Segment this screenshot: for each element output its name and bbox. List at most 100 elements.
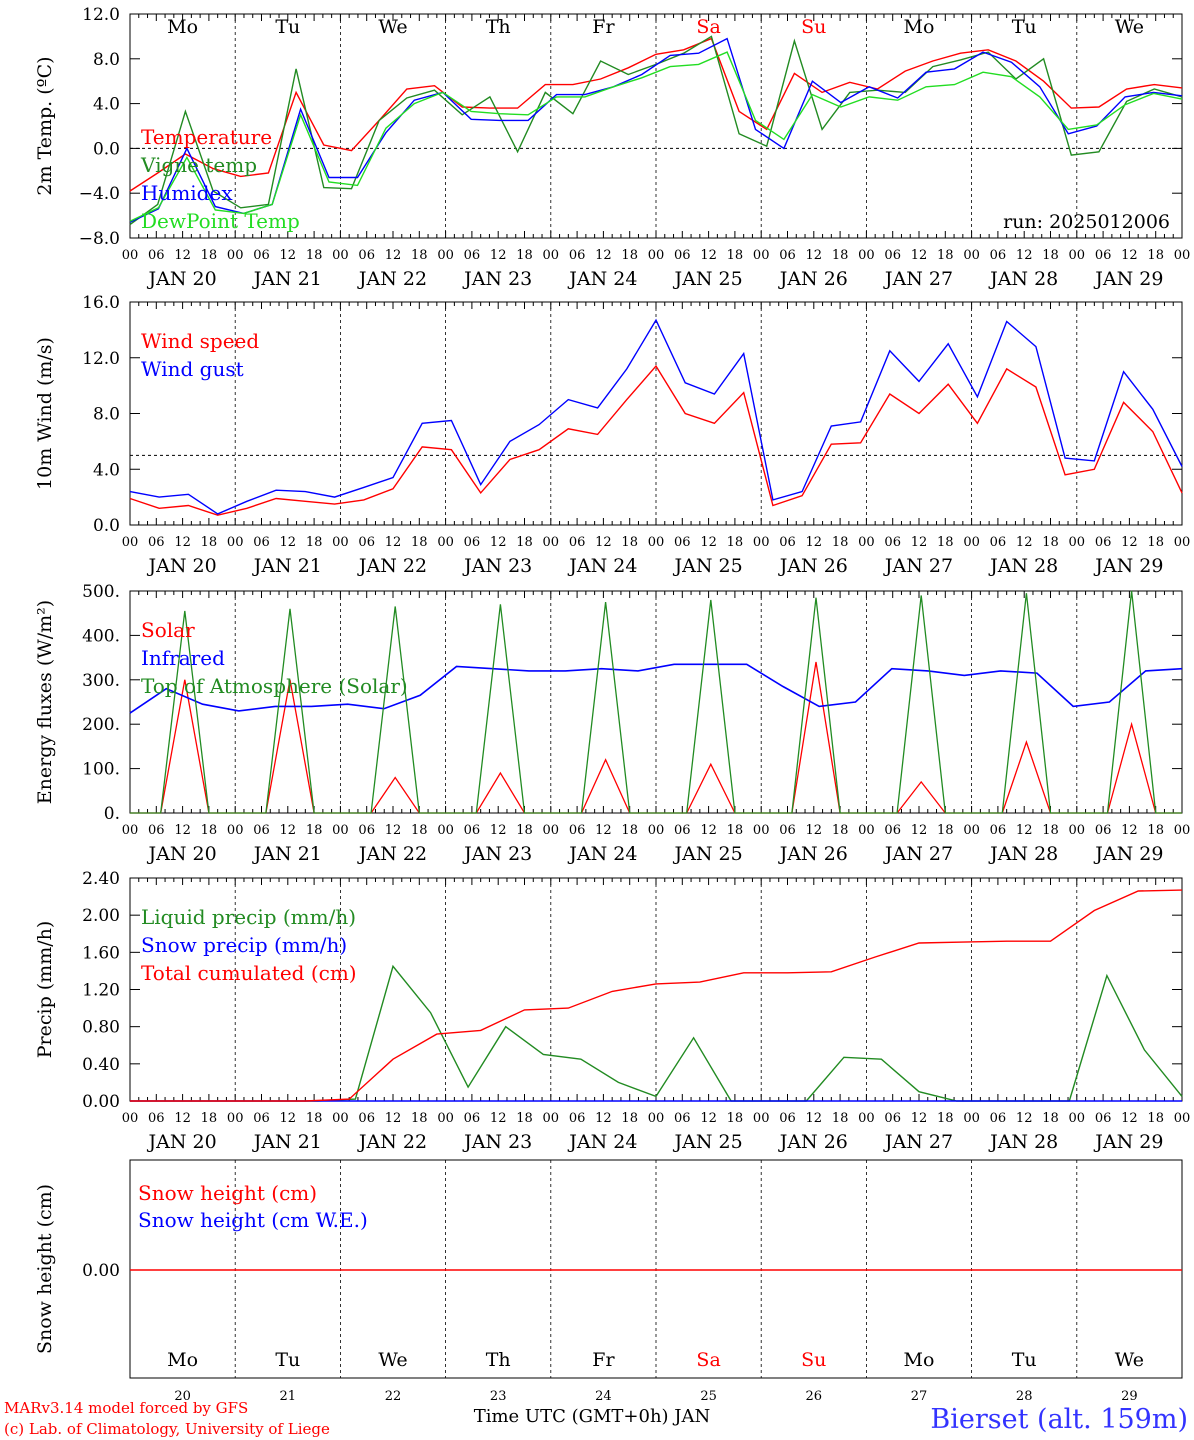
hour-tick-label: 00 — [648, 248, 665, 263]
hour-tick-label: 12 — [1016, 1111, 1033, 1126]
hour-tick-label: 00 — [437, 535, 454, 550]
day-number-label: 26 — [806, 1389, 823, 1404]
date-label: JAN 28 — [988, 268, 1058, 290]
hour-tick-label: 12 — [595, 1111, 612, 1126]
date-label: JAN 23 — [462, 555, 532, 577]
hour-tick-label: 00 — [1174, 248, 1191, 263]
run-label: run: 2025012006 — [1003, 211, 1170, 233]
date-label: JAN 21 — [252, 1131, 322, 1153]
hour-tick-label: 06 — [674, 248, 691, 263]
hour-tick-label: 00 — [122, 823, 139, 838]
weekday-label: Sa — [696, 1349, 720, 1371]
hour-tick-label: 18 — [1042, 1111, 1059, 1126]
date-label: JAN 26 — [778, 268, 848, 290]
time-axis-title: Time UTC (GMT+0h) JAN — [474, 1406, 711, 1427]
hour-tick-label: 18 — [621, 248, 638, 263]
hour-tick-label: 06 — [884, 823, 901, 838]
hour-tick-label: 18 — [516, 248, 533, 263]
date-label: JAN 25 — [673, 555, 743, 577]
day-number-label: 24 — [595, 1389, 612, 1404]
legend-blue: Wind gust — [141, 357, 244, 381]
weekday-label: Sa — [696, 16, 720, 38]
y-tick-label: −4.0 — [79, 184, 120, 204]
hour-tick-label: 00 — [1069, 823, 1086, 838]
hour-tick-label: 06 — [253, 823, 270, 838]
hour-tick-label: 18 — [621, 1111, 638, 1126]
hour-tick-label: 00 — [227, 535, 244, 550]
hour-tick-label: 12 — [700, 248, 717, 263]
hour-tick-label: 12 — [1121, 1111, 1138, 1126]
y-tick-label: 8.0 — [93, 50, 120, 70]
date-label: JAN 22 — [357, 843, 427, 865]
hour-tick-label: 18 — [306, 535, 323, 550]
hour-tick-label: 06 — [358, 1111, 375, 1126]
hour-tick-label: 06 — [464, 248, 481, 263]
date-label: JAN 26 — [778, 1131, 848, 1153]
hour-tick-label: 00 — [437, 248, 454, 263]
date-label: JAN 22 — [357, 555, 427, 577]
hour-tick-label: 06 — [464, 1111, 481, 1126]
date-label: JAN 20 — [147, 268, 217, 290]
y-tick-label: 100. — [82, 760, 120, 780]
hour-tick-label: 18 — [516, 823, 533, 838]
hour-tick-label: 18 — [516, 1111, 533, 1126]
y-axis-label: Precip (mm/h) — [34, 921, 56, 1059]
date-label: JAN 20 — [147, 1131, 217, 1153]
hour-tick-label: 12 — [174, 248, 191, 263]
hour-tick-label: 12 — [385, 823, 402, 838]
hour-tick-label: 06 — [1095, 248, 1112, 263]
date-label: JAN 27 — [883, 1131, 953, 1153]
hour-tick-label: 00 — [332, 535, 349, 550]
hour-tick-label: 00 — [648, 1111, 665, 1126]
legend-green: Vigne temp — [140, 153, 257, 177]
hour-tick-label: 00 — [227, 1111, 244, 1126]
day-number-label: 27 — [911, 1389, 928, 1404]
hour-tick-label: 06 — [884, 535, 901, 550]
hour-tick-label: 18 — [201, 823, 218, 838]
hour-tick-label: 06 — [779, 823, 796, 838]
day-number-label: 21 — [280, 1389, 297, 1404]
legend-blue: Infrared — [141, 646, 225, 670]
hour-tick-label: 18 — [411, 535, 428, 550]
date-label: JAN 29 — [1093, 555, 1163, 577]
weekday-label: Su — [801, 16, 826, 38]
hour-tick-label: 00 — [648, 823, 665, 838]
hour-tick-label: 06 — [1095, 823, 1112, 838]
hour-tick-label: 06 — [674, 535, 691, 550]
hour-tick-label: 06 — [569, 823, 586, 838]
hour-tick-label: 18 — [411, 823, 428, 838]
y-tick-label: 16.0 — [82, 293, 120, 313]
hour-tick-label: 18 — [306, 248, 323, 263]
panel-wind: 00 06 12 18 JAN 20 00 06 12 18 JAN 21 00 06 12 18 JAN … — [34, 293, 1190, 577]
legend-red: Total cumulated (cm) — [141, 961, 357, 985]
hour-tick-label: 12 — [174, 535, 191, 550]
hour-tick-label: 18 — [1042, 823, 1059, 838]
y-tick-label: 0.00 — [82, 1261, 120, 1281]
hour-tick-label: 06 — [779, 248, 796, 263]
hour-tick-label: 00 — [753, 535, 770, 550]
weekday-label: Mo — [904, 16, 935, 38]
hour-tick-label: 06 — [990, 1111, 1007, 1126]
hour-tick-label: 12 — [490, 1111, 507, 1126]
hour-tick-label: 12 — [490, 535, 507, 550]
hour-tick-label: 12 — [700, 1111, 717, 1126]
hour-tick-label: 00 — [543, 535, 560, 550]
hour-tick-label: 18 — [621, 535, 638, 550]
day-number-label: 20 — [174, 1389, 191, 1404]
hour-tick-label: 06 — [779, 1111, 796, 1126]
hour-tick-label: 00 — [227, 248, 244, 263]
date-label: JAN 24 — [567, 1131, 637, 1153]
y-axis-label: Energy fluxes (W/m²) — [34, 600, 56, 804]
hour-tick-label: 00 — [227, 823, 244, 838]
hour-tick-label: 18 — [937, 535, 954, 550]
hour-tick-label: 12 — [1016, 823, 1033, 838]
hour-tick-label: 12 — [1121, 248, 1138, 263]
series-red — [129, 37, 1183, 192]
date-label: JAN 22 — [357, 268, 427, 290]
hour-tick-label: 00 — [963, 248, 980, 263]
hour-tick-label: 06 — [253, 1111, 270, 1126]
hour-tick-label: 12 — [280, 535, 297, 550]
date-label: JAN 26 — [778, 555, 848, 577]
hour-tick-label: 06 — [358, 535, 375, 550]
hour-tick-label: 18 — [411, 248, 428, 263]
